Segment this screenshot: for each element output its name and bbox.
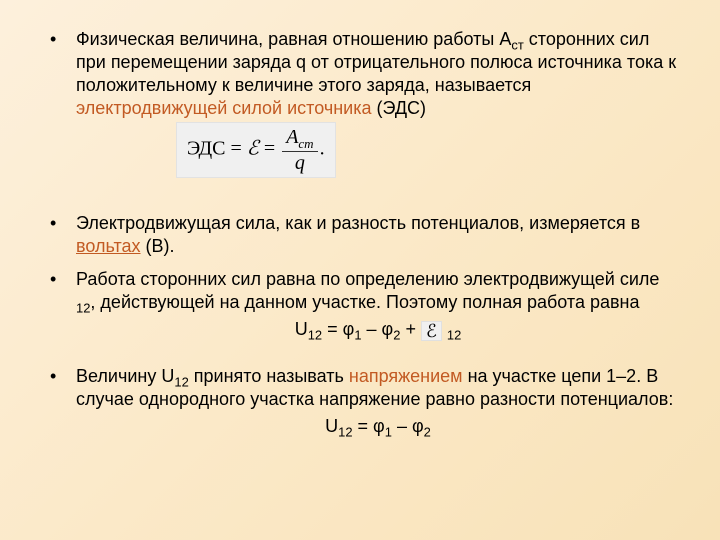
b3-text-1: Работа сторонних сил равна по определени… <box>76 269 659 289</box>
b1-text-1: Физическая величина, равная отношению ра… <box>76 29 511 49</box>
b4-em-1: напряжением <box>349 366 463 386</box>
formula-1-den: q <box>282 152 317 173</box>
eq2-eq: = φ <box>353 416 385 436</box>
bullet-4: Величину U12 принято называть напряжение… <box>40 365 680 438</box>
slide: Физическая величина, равная отношению ра… <box>0 0 720 540</box>
b4-text-1: Величину U <box>76 366 174 386</box>
eq1-plus: + <box>400 319 421 339</box>
eq2-s2: 2 <box>424 425 431 440</box>
b1-sub-1: ст <box>511 38 523 53</box>
b2-text-2: (В). <box>141 236 175 256</box>
bullet-2: Электродвижущая сила, как и разность пот… <box>40 212 680 258</box>
b1-em-1: электродвижущей силой источника <box>76 98 371 118</box>
formula-1-eps: ℰ <box>247 138 259 160</box>
formula-1: ЭДС = ℰ = Aстq. <box>176 122 336 178</box>
eq1-s1: 1 <box>354 328 361 343</box>
formula-1-num: A <box>286 126 298 148</box>
eq1-eps-icon: ℰ <box>421 321 442 341</box>
eq1-eq: = φ <box>322 319 354 339</box>
bullet-3: Работа сторонних сил равна по определени… <box>40 268 680 355</box>
b4-sub-1: 12 <box>174 375 188 390</box>
formula-1-frac: Aстq <box>282 127 317 173</box>
eq1-s12b: 12 <box>447 328 461 343</box>
eq1-U: U <box>295 319 308 339</box>
equation-2: U12 = φ1 – φ2 <box>76 415 680 438</box>
spacer-2 <box>76 347 680 355</box>
eq2-s1: 1 <box>385 425 392 440</box>
equation-1: U12 = φ1 – φ2 + ℰ 12 <box>76 318 680 341</box>
eq2-s12: 12 <box>338 425 352 440</box>
b4-text-2: принято называть <box>189 366 349 386</box>
eq2-minus: – φ <box>392 416 424 436</box>
b1-text-3: (ЭДС) <box>371 98 426 118</box>
formula-1-after: . <box>320 138 325 160</box>
formula-1-eq: = <box>259 138 280 160</box>
formula-1-row: ЭДС = ℰ = Aстq. <box>76 122 680 178</box>
formula-1-lhs: ЭДС = <box>187 138 247 160</box>
eq2-U: U <box>325 416 338 436</box>
eq1-s12a: 12 <box>308 328 322 343</box>
b2-text-1: Электродвижущая сила, как и разность пот… <box>76 213 640 233</box>
eq1-minus: – φ <box>362 319 394 339</box>
b3-text-2: , действующей на данном участке. Поэтому… <box>90 292 639 312</box>
bullet-1: Физическая величина, равная отношению ра… <box>40 28 680 202</box>
b2-link[interactable]: вольтах <box>76 236 141 256</box>
bullet-list: Физическая величина, равная отношению ра… <box>40 28 680 438</box>
spacer-1 <box>76 184 680 202</box>
formula-1-num-sub: ст <box>298 136 313 151</box>
b3-sub-1: 12 <box>76 301 90 316</box>
